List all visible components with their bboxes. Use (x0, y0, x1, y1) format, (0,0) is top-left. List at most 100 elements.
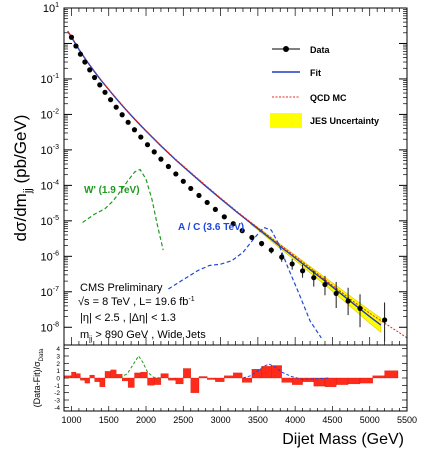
residual-bar (190, 377, 200, 393)
data-point (249, 234, 255, 241)
residual-bar (224, 375, 234, 379)
residual-bar (324, 377, 337, 387)
legend-jes-swatch (270, 113, 302, 128)
residual-bar (99, 377, 106, 387)
ratio-coloron-curve (242, 363, 329, 381)
legend-jes-label: JES Uncertainty (310, 116, 379, 126)
data-point (268, 247, 274, 253)
residual-bar (160, 373, 169, 379)
y-tick-label: 10-2 (41, 108, 60, 121)
residual-bar (71, 371, 77, 379)
residual-bar (127, 377, 135, 388)
coloron-signal-curve (168, 226, 322, 339)
coloron-label: A / C (3.6 TeV) (178, 222, 244, 233)
data-point (230, 221, 236, 227)
ratio-wprime-curve (119, 355, 161, 379)
data-point (311, 275, 317, 281)
data-point (239, 228, 245, 234)
residual-bar (175, 377, 184, 385)
residual-bar (215, 377, 225, 382)
wprime-label: W' (1.9 TeV) (84, 185, 140, 196)
legend-qcd-label: QCD MC (310, 93, 347, 103)
data-point (144, 142, 151, 148)
x-tick-label: 3000 (211, 415, 231, 425)
y-axis-title: dσ/dmjj (pb/GeV) (11, 115, 34, 242)
data-point (131, 127, 138, 133)
data-point (102, 89, 108, 95)
x-axis-ticks: 1000 1500 2000 2500 3000 3500 4000 4500 5000 5500 (61, 8, 417, 425)
legend-data-label: Data (310, 45, 331, 55)
residual-bar (94, 377, 100, 382)
residual-bar (281, 377, 293, 383)
residual-bar (198, 376, 208, 379)
y-tick-label: 10-3 (41, 144, 60, 157)
data-points (68, 34, 388, 342)
residual-bar (384, 370, 399, 379)
data-point (108, 97, 114, 103)
residual-bar (122, 377, 129, 382)
data-point (119, 112, 125, 118)
data-point (204, 199, 210, 206)
y-tick-label: 10-4 (41, 179, 60, 192)
ratio-y-tick-label: 3 (56, 354, 60, 361)
data-point (196, 192, 202, 199)
data-point (322, 281, 328, 288)
data-point (91, 74, 98, 81)
data-point (73, 43, 79, 49)
x-tick-label: 4500 (322, 415, 342, 425)
x-axis-title: Dijet Mass (GeV) (282, 431, 404, 448)
x-tick-label: 3500 (248, 415, 268, 425)
data-point (258, 240, 265, 247)
legend: Data Fit QCD MC JES Uncertainty (270, 45, 379, 128)
residual-bar (347, 377, 361, 385)
legend-fit-label: Fit (310, 68, 321, 78)
x-tick-label: 1500 (99, 415, 119, 425)
residual-bar (207, 377, 216, 380)
ratio-y-tick-label: 2 (56, 361, 60, 368)
residual-bar (233, 372, 243, 379)
data-point (300, 268, 306, 274)
legend-data-marker (283, 46, 289, 52)
y-tick-label: 101 (43, 2, 59, 15)
wprime-signal-curve (82, 168, 164, 251)
data-point (180, 178, 186, 184)
sqrt-s-lumi: √s = 8 TeV , L= 19.6 fb-1 (78, 296, 195, 308)
x-tick-label: 2000 (136, 415, 156, 425)
data-point (173, 171, 179, 177)
ratio-bars (64, 365, 399, 393)
residual-bar (75, 373, 81, 379)
data-point (345, 298, 351, 304)
y-tick-label: 10-1 (41, 73, 60, 86)
data-point (188, 185, 194, 192)
data-point (333, 290, 339, 297)
x-tick-label: 5500 (397, 415, 417, 425)
y-tick-label: 10-8 (41, 321, 60, 334)
data-point (212, 206, 218, 213)
residual-bar (80, 377, 86, 381)
data-point (158, 156, 164, 162)
eta-cuts: |η| < 2.5 , |Δη| < 1.3 (80, 312, 176, 324)
main-axis-ticks: 101 10-1 10-2 10-3 10-4 10-5 10-6 10-7 10-8 (41, 2, 407, 334)
data-point (87, 67, 93, 73)
residual-bar (261, 366, 272, 379)
residual-bar (84, 377, 90, 384)
data-point (289, 261, 295, 267)
ratio-y-tick-label: -1 (54, 383, 60, 390)
mass-cut: mjj > 890 GeV , Wide Jets (80, 329, 206, 343)
ratio-y-axis-title: (Data-Fit)/σData (32, 348, 45, 407)
x-tick-label: 2500 (173, 415, 193, 425)
x-tick-label: 4000 (285, 415, 305, 425)
data-point (279, 254, 285, 260)
ratio-y-tick-label: 4 (56, 346, 60, 353)
residual-bar (104, 371, 111, 379)
residual-bar (89, 374, 95, 379)
residual-bar (134, 372, 141, 379)
main-panel-frame (63, 7, 408, 346)
x-tick-label: 1000 (61, 415, 81, 425)
residual-bar (271, 365, 282, 379)
data-point (77, 51, 84, 57)
cms-annotation: CMS Preliminary √s = 8 TeV , L= 19.6 fb-… (78, 282, 206, 343)
y-tick-label: 10-7 (41, 286, 60, 299)
residual-bar (359, 377, 373, 384)
residual-bar (183, 368, 191, 379)
